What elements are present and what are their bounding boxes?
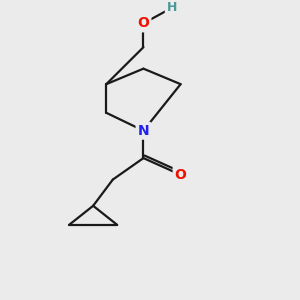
Text: O: O bbox=[175, 168, 187, 182]
Text: H: H bbox=[167, 1, 177, 14]
Text: O: O bbox=[137, 16, 149, 30]
Text: N: N bbox=[138, 124, 149, 138]
